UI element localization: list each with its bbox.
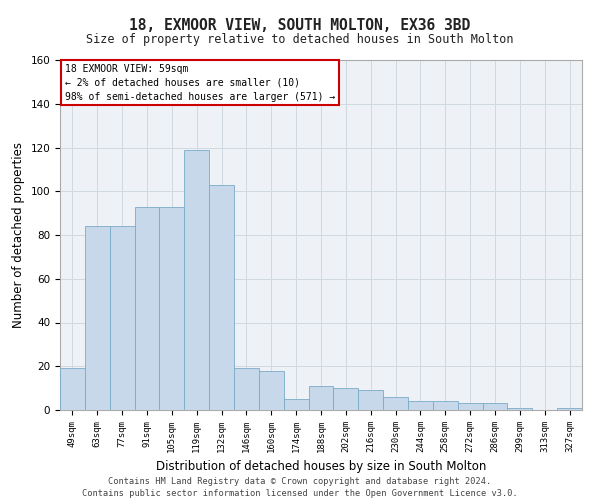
Text: Contains HM Land Registry data © Crown copyright and database right 2024.
Contai: Contains HM Land Registry data © Crown c…: [82, 476, 518, 498]
Bar: [358, 390, 383, 410]
Bar: [308, 386, 334, 410]
X-axis label: Distribution of detached houses by size in South Molton: Distribution of detached houses by size …: [156, 460, 486, 473]
Bar: [234, 368, 259, 410]
Bar: [209, 184, 234, 410]
Bar: [60, 368, 85, 410]
Text: Size of property relative to detached houses in South Molton: Size of property relative to detached ho…: [86, 32, 514, 46]
Bar: [160, 206, 184, 410]
Bar: [482, 404, 508, 410]
Bar: [85, 226, 110, 410]
Bar: [134, 206, 160, 410]
Bar: [383, 397, 408, 410]
Bar: [334, 388, 358, 410]
Bar: [110, 226, 134, 410]
Bar: [557, 408, 582, 410]
Text: 18 EXMOOR VIEW: 59sqm
← 2% of detached houses are smaller (10)
98% of semi-detac: 18 EXMOOR VIEW: 59sqm ← 2% of detached h…: [65, 64, 335, 102]
Y-axis label: Number of detached properties: Number of detached properties: [12, 142, 25, 328]
Bar: [508, 408, 532, 410]
Bar: [284, 399, 308, 410]
Bar: [433, 401, 458, 410]
Bar: [408, 401, 433, 410]
Bar: [259, 370, 284, 410]
Bar: [458, 404, 482, 410]
Text: 18, EXMOOR VIEW, SOUTH MOLTON, EX36 3BD: 18, EXMOOR VIEW, SOUTH MOLTON, EX36 3BD: [130, 18, 470, 32]
Bar: [184, 150, 209, 410]
